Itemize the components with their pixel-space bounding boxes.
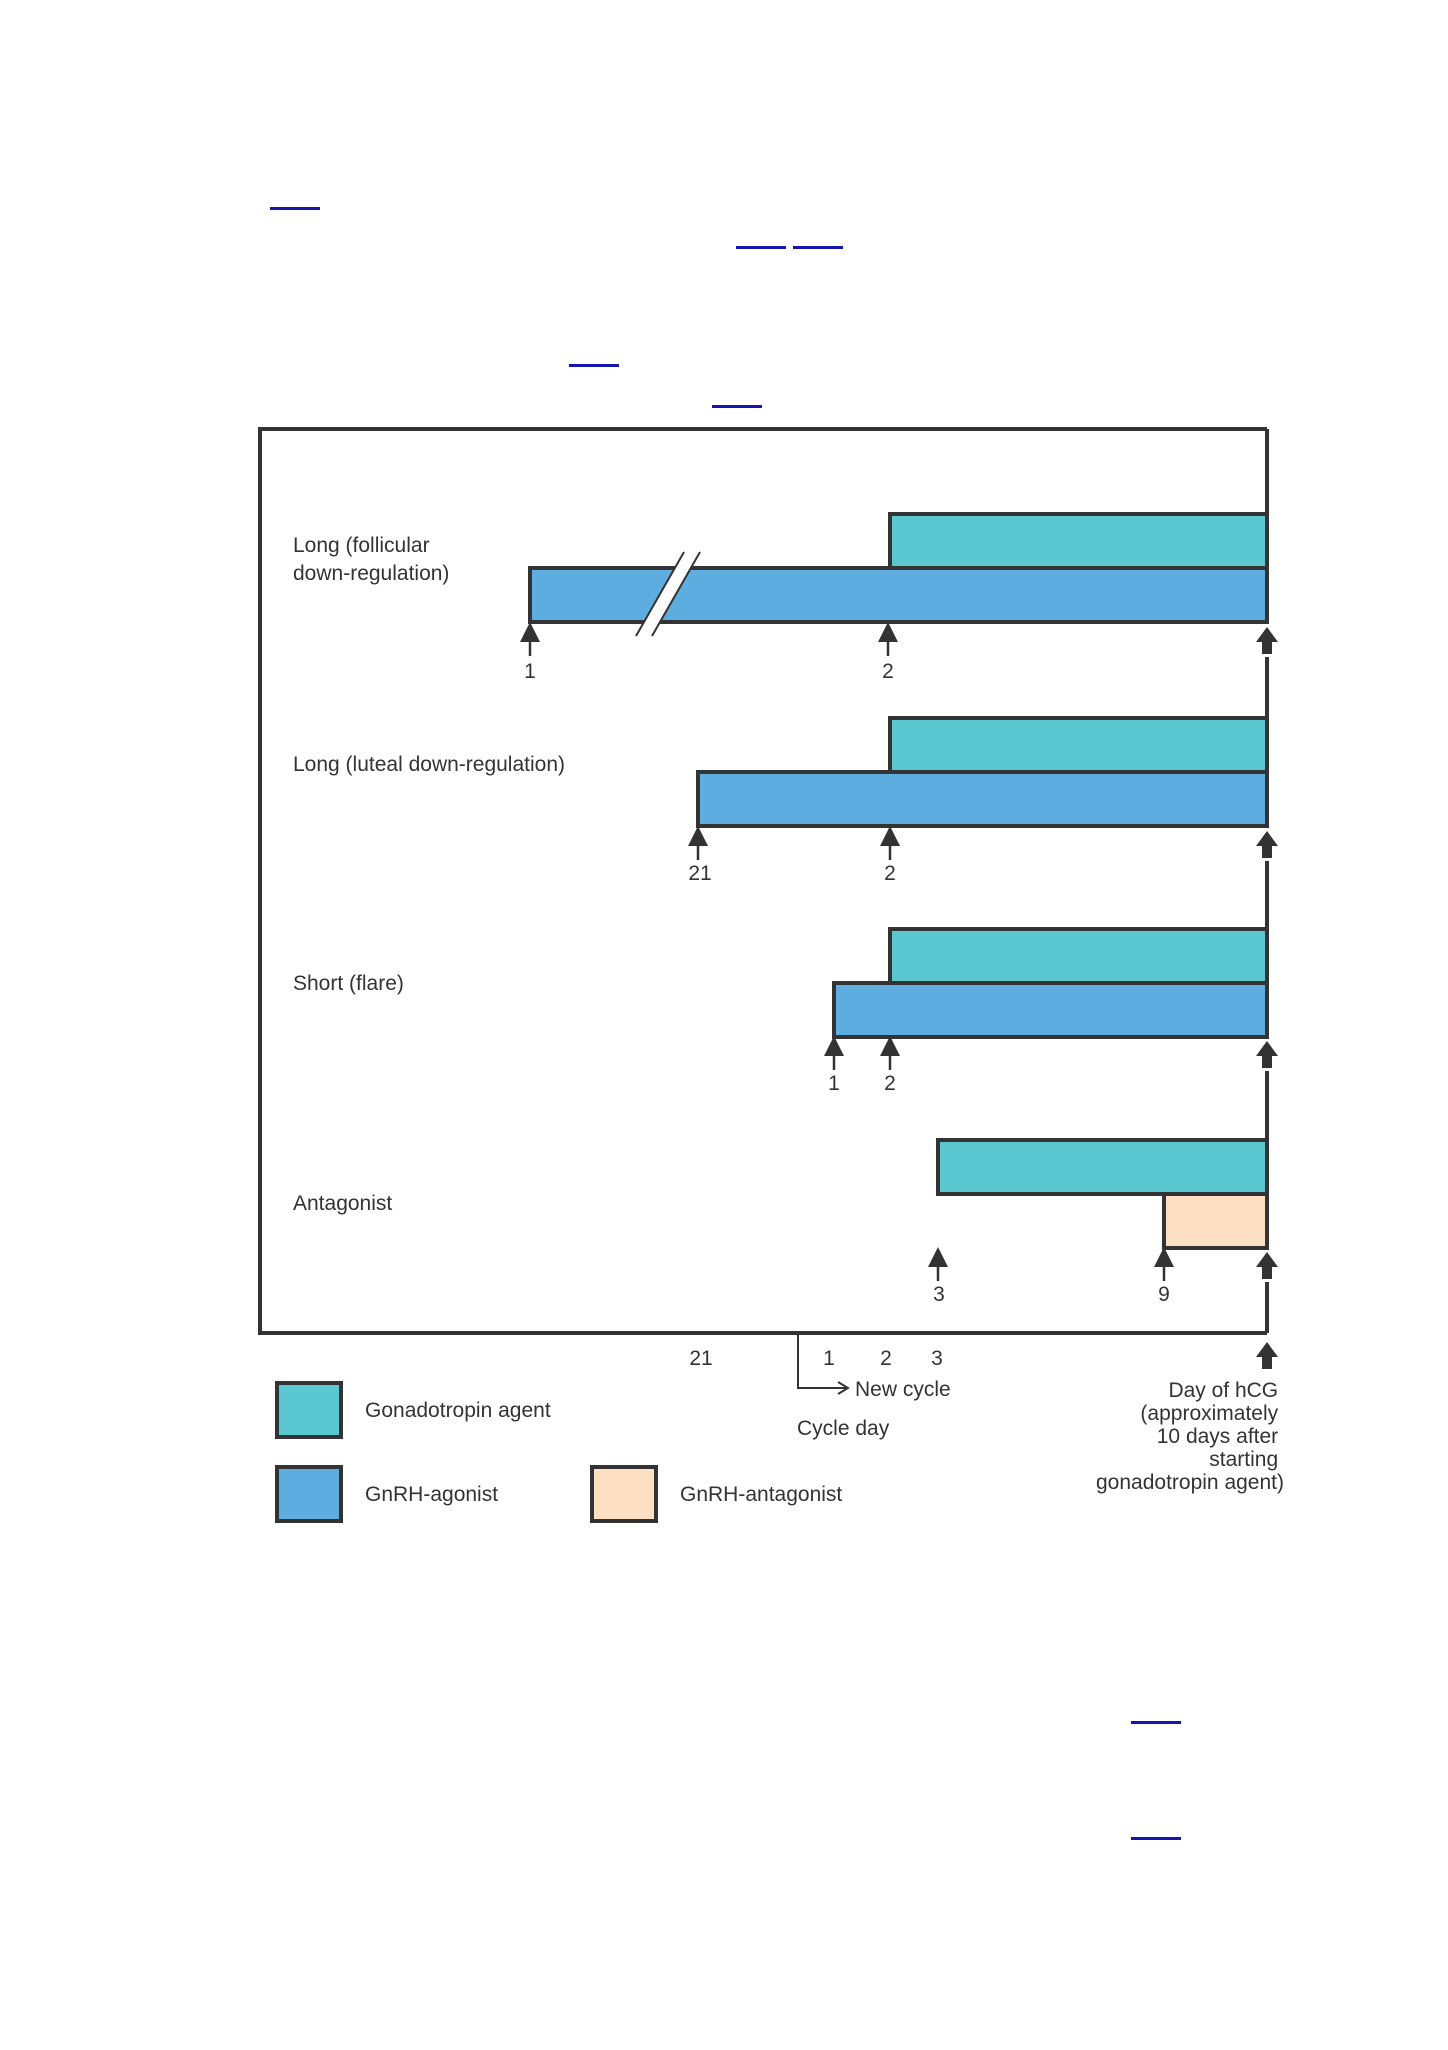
protocol-label: Long (follicular <box>293 534 430 557</box>
legend-label: Gonadotropin agent <box>365 1399 551 1422</box>
axis-day-label: 3 <box>931 1347 943 1370</box>
axis-day-label: 21 <box>689 1347 712 1370</box>
legend-swatch-antagonist <box>590 1465 658 1523</box>
protocol-label: Antagonist <box>293 1192 392 1215</box>
protocol-antagonist: Antagonist 3 9 <box>293 1138 1269 1306</box>
reference-link-7[interactable] <box>1131 1837 1181 1840</box>
legend: Gonadotropin agent GnRH-agonist GnRH-ant… <box>275 1381 842 1523</box>
new-cycle-arrow-icon <box>797 1333 846 1389</box>
antagonist-bar <box>1162 1192 1269 1250</box>
marker-label: 1 <box>524 660 536 683</box>
protocol-long-luteal: Long (luteal down-regulation) 21 2 <box>293 716 1269 885</box>
new-cycle-label: New cycle <box>855 1378 951 1401</box>
diagram-frame <box>258 427 1267 1335</box>
hcg-arrow-icon <box>1256 831 1278 858</box>
hcg-arrow-icon <box>1256 627 1278 654</box>
cycle-day-axis: 21 1 2 3 New cycle Cycle day Day of hCG … <box>689 1333 1284 1494</box>
cycle-day-label: Cycle day <box>797 1417 890 1440</box>
axis-day-label: 1 <box>823 1347 835 1370</box>
protocol-label: Long (luteal down-regulation) <box>293 753 565 776</box>
marker-label: 1 <box>828 1072 840 1095</box>
gonadotropin-bar <box>888 927 1269 985</box>
gonadotropin-bar <box>888 716 1269 774</box>
legend-label: GnRH-antagonist <box>680 1483 842 1506</box>
protocol-label: down-regulation) <box>293 562 449 585</box>
protocol-short-flare: Short (flare) 1 2 <box>293 927 1269 1095</box>
hcg-arrow-icon <box>1256 1252 1278 1279</box>
reference-link-6[interactable] <box>1131 1721 1181 1724</box>
gonadotropin-bar <box>888 512 1269 570</box>
protocol-long-follicular: Long (follicular down-regulation) 1 2 <box>293 512 1269 683</box>
break-mark <box>636 552 700 636</box>
agonist-bar <box>696 770 1269 828</box>
legend-swatch-gonadotropin <box>275 1381 343 1439</box>
marker-label: 21 <box>688 862 711 885</box>
marker-label: 2 <box>882 660 894 683</box>
reference-link-3[interactable] <box>793 246 843 249</box>
reference-link-1[interactable] <box>270 207 320 210</box>
agonist-bar <box>832 981 1269 1039</box>
legend-swatch-agonist <box>275 1465 343 1523</box>
hcg-caption: Day of hCG (approximately 10 days after … <box>1096 1379 1284 1494</box>
axis-day-label: 2 <box>880 1347 892 1370</box>
marker-label: 2 <box>884 1072 896 1095</box>
marker-label: 3 <box>933 1283 945 1306</box>
hcg-arrow-icon <box>1256 1342 1278 1369</box>
protocol-label: Short (flare) <box>293 972 404 995</box>
marker-label: 2 <box>884 862 896 885</box>
reference-link-5[interactable] <box>712 405 762 408</box>
agonist-bar <box>528 566 1269 624</box>
reference-link-4[interactable] <box>569 364 619 367</box>
legend-label: GnRH-agonist <box>365 1483 498 1506</box>
gonadotropin-bar <box>936 1138 1269 1196</box>
reference-link-2[interactable] <box>736 246 786 249</box>
hcg-arrows <box>1256 627 1278 1369</box>
hcg-arrow-icon <box>1256 1041 1278 1068</box>
marker-label: 9 <box>1158 1283 1170 1306</box>
